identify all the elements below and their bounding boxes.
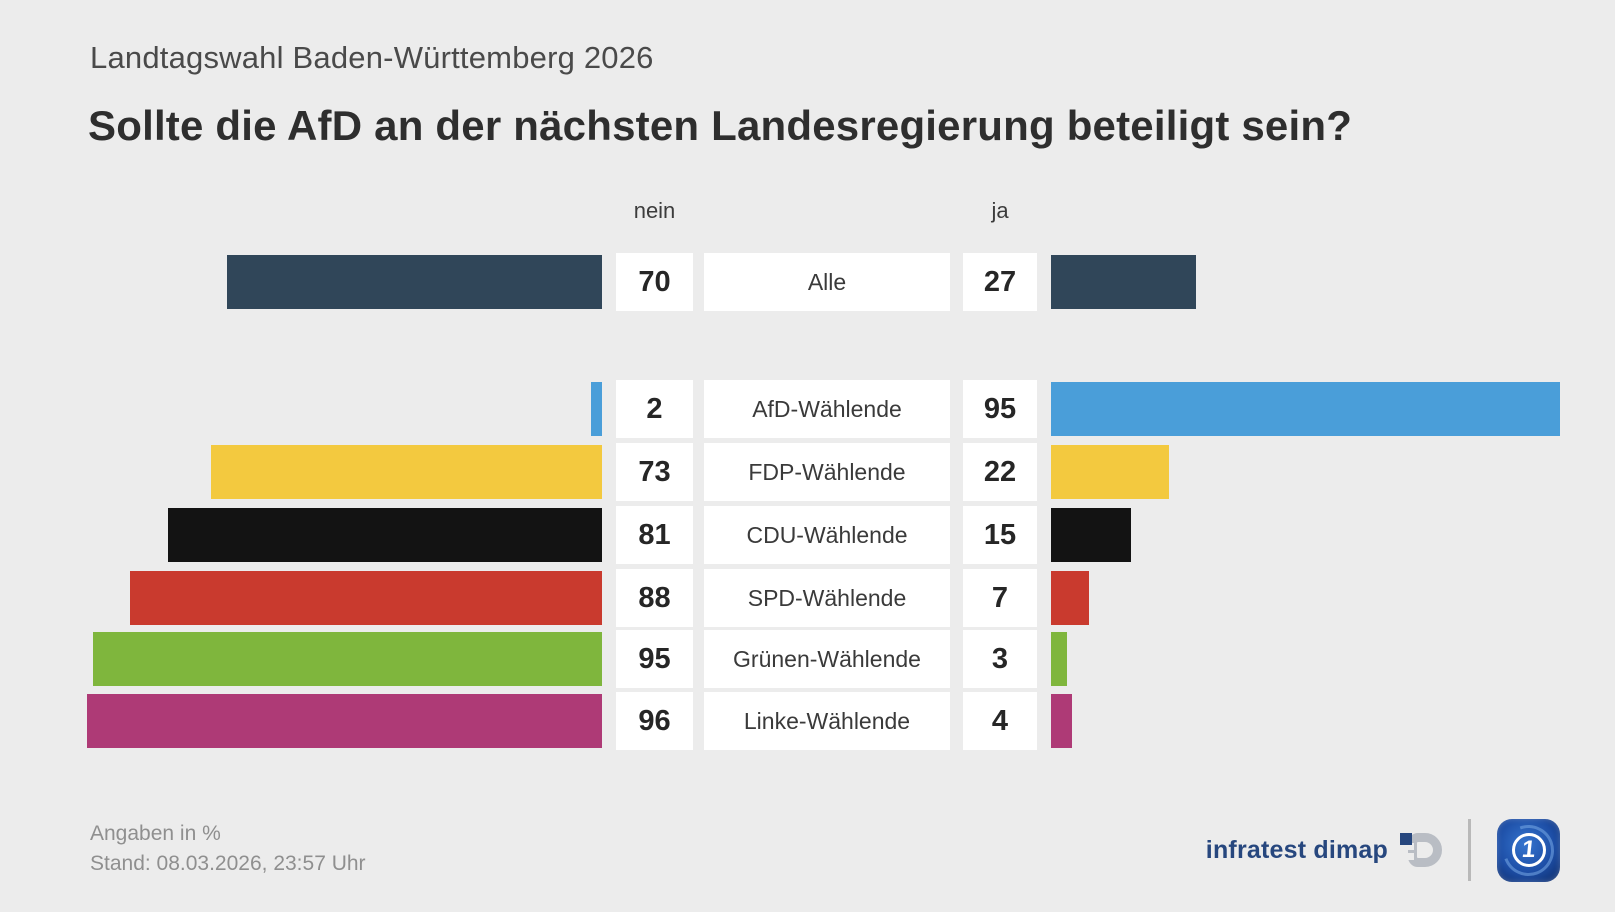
source-logos: infratest dimap 1 bbox=[1205, 815, 1563, 885]
chart-row-alle: 70 Alle 27 bbox=[0, 253, 1615, 311]
bar-nein bbox=[167, 508, 602, 562]
bar-nein bbox=[87, 694, 602, 748]
ja-value: 15 bbox=[963, 506, 1037, 564]
row-label: SPD-Wählende bbox=[704, 569, 950, 627]
nein-value: 95 bbox=[616, 630, 693, 688]
bar-ja bbox=[1051, 571, 1089, 625]
bar-nein bbox=[92, 632, 602, 686]
ja-value: 22 bbox=[963, 443, 1037, 501]
row-label: AfD-Wählende bbox=[704, 380, 950, 438]
bar-ja bbox=[1051, 445, 1169, 499]
nein-value: 73 bbox=[616, 443, 693, 501]
row-label: Alle bbox=[704, 253, 950, 311]
chart-row-afd: 2 AfD-Wählende 95 bbox=[0, 380, 1615, 438]
bar-ja bbox=[1051, 508, 1132, 562]
bar-ja bbox=[1051, 255, 1196, 309]
nein-value: 88 bbox=[616, 569, 693, 627]
nein-value: 70 bbox=[616, 253, 693, 311]
ja-value: 27 bbox=[963, 253, 1037, 311]
bar-ja bbox=[1051, 382, 1561, 436]
row-label: FDP-Wählende bbox=[704, 443, 950, 501]
chart-row-gruene: 95 Grünen-Wählende 3 bbox=[0, 630, 1615, 688]
chart-row-fdp: 73 FDP-Wählende 22 bbox=[0, 443, 1615, 501]
ard-logo-icon: 1 bbox=[1494, 816, 1563, 884]
ja-value: 4 bbox=[963, 692, 1037, 750]
ja-value: 3 bbox=[963, 630, 1037, 688]
chart-row-linke: 96 Linke-Wählende 4 bbox=[0, 692, 1615, 750]
nein-value: 81 bbox=[616, 506, 693, 564]
nein-value: 96 bbox=[616, 692, 693, 750]
bar-ja bbox=[1051, 632, 1068, 686]
bar-ja bbox=[1051, 694, 1073, 748]
unit-note: Angaben in % bbox=[90, 822, 221, 845]
bar-nein bbox=[130, 571, 602, 625]
bar-nein bbox=[226, 255, 602, 309]
chart-row-spd: 88 SPD-Wählende 7 bbox=[0, 569, 1615, 627]
chart-row-cdu: 81 CDU-Wählende 15 bbox=[0, 506, 1615, 564]
chart-subtitle: Landtagswahl Baden-Württemberg 2026 bbox=[90, 40, 654, 75]
row-label: Grünen-Wählende bbox=[704, 630, 950, 688]
row-label: CDU-Wählende bbox=[704, 506, 950, 564]
bar-nein bbox=[591, 382, 602, 436]
ja-value: 95 bbox=[963, 380, 1037, 438]
logo-divider bbox=[1468, 819, 1471, 881]
chart-title: Sollte die AfD an der nächsten Landesreg… bbox=[88, 102, 1353, 149]
row-label: Linke-Wählende bbox=[704, 692, 950, 750]
nein-value: 2 bbox=[616, 380, 693, 438]
ja-value: 7 bbox=[963, 569, 1037, 627]
bar-nein bbox=[210, 445, 602, 499]
column-header-ja: ja bbox=[991, 198, 1009, 223]
timestamp: Stand: 08.03.2026, 23:57 Uhr bbox=[90, 852, 366, 875]
infratest-dimap-label: infratest dimap bbox=[1205, 835, 1388, 864]
infratest-dimap-icon bbox=[1400, 831, 1442, 869]
column-header-nein: nein bbox=[633, 198, 676, 223]
